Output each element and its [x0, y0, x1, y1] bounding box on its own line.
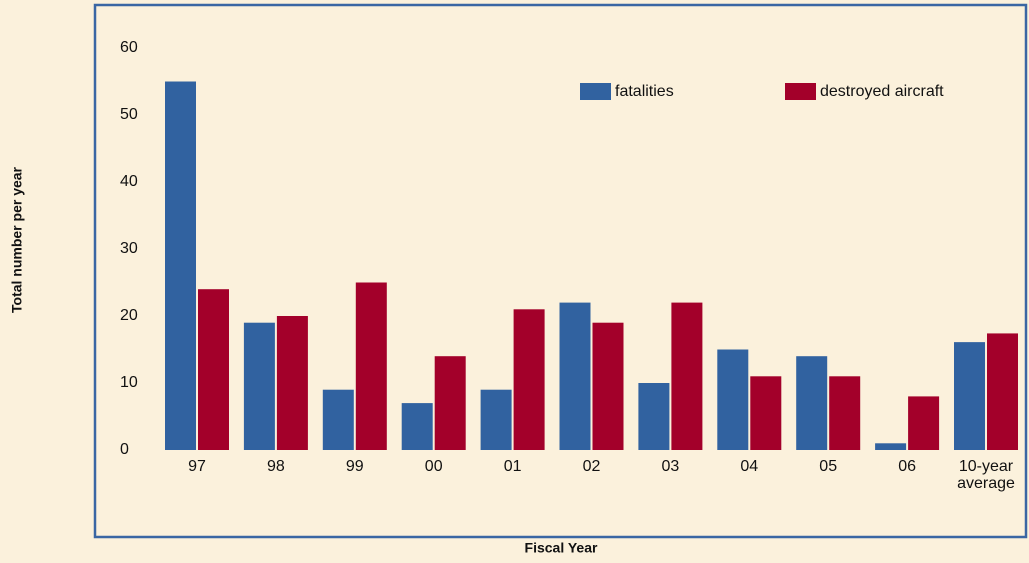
bar: [480, 389, 512, 450]
x-tick-label: 98: [267, 458, 285, 475]
y-tick-label: 30: [120, 240, 138, 257]
bar: [908, 396, 940, 450]
bar: [671, 302, 703, 450]
bar: [829, 376, 861, 450]
x-tick-label: 97: [188, 458, 206, 475]
bar: [355, 282, 387, 450]
x-tick-label: 06: [898, 458, 916, 475]
bar: [198, 289, 229, 450]
bar: [401, 403, 433, 450]
bar: [276, 316, 308, 450]
y-tick-label: 60: [120, 39, 138, 56]
legend-label: destroyed aircraft: [820, 83, 944, 100]
bar: [322, 389, 354, 450]
bar: [592, 322, 624, 450]
legend-label: fatalities: [615, 83, 674, 100]
x-tick-label: 10-year average: [957, 458, 1015, 492]
bar: [750, 376, 782, 450]
bar: [875, 443, 907, 450]
bar: [796, 356, 828, 450]
y-tick-label: 10: [120, 374, 138, 391]
x-tick-label: 02: [583, 458, 601, 475]
x-tick-label: 01: [504, 458, 522, 475]
bar: [717, 349, 749, 450]
bar: [987, 333, 1018, 450]
y-tick-label: 50: [120, 106, 138, 123]
x-axis-label: Fiscal Year: [525, 540, 598, 556]
legend-swatch: [580, 83, 611, 100]
bar: [434, 356, 466, 450]
y-tick-label: 0: [120, 441, 129, 458]
bar: [165, 81, 196, 450]
bar: [559, 302, 591, 450]
legend-swatch: [785, 83, 816, 100]
bar: [243, 322, 275, 450]
y-tick-label: 20: [120, 307, 138, 324]
x-tick-label: 00: [425, 458, 443, 475]
x-tick-label: 04: [740, 458, 758, 475]
y-axis-label: Total number per year: [9, 166, 25, 313]
x-tick-label: 99: [346, 458, 364, 475]
bar: [638, 383, 670, 450]
bar: [954, 342, 985, 450]
x-tick-label: 05: [819, 458, 837, 475]
y-tick-label: 40: [120, 173, 138, 190]
bar: [513, 309, 545, 450]
x-tick-label: 03: [662, 458, 680, 475]
